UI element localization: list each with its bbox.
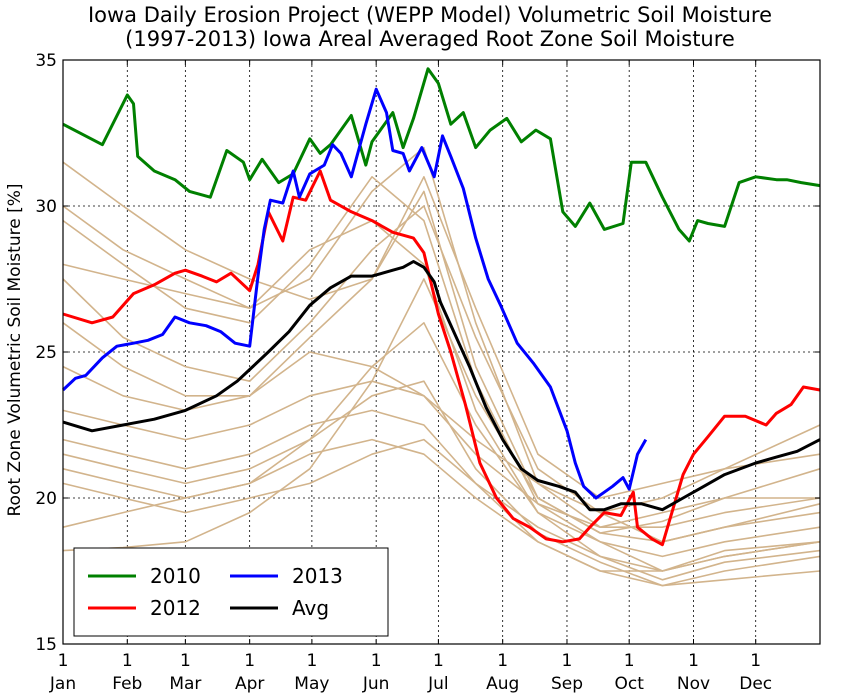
x-tick-label-month: Jun	[362, 674, 390, 694]
series-line-2012	[62, 169, 821, 547]
chart-title-line-1: Iowa Daily Erosion Project (WEPP Model) …	[88, 3, 772, 27]
other-year-line	[62, 161, 821, 534]
x-tick-label-month: Feb	[112, 674, 142, 694]
x-tick-label-day: 1	[306, 651, 317, 671]
x-tick-label-month: Aug	[486, 674, 519, 694]
x-tick-label-month: Mar	[169, 674, 201, 694]
legend-label-2010: 2010	[150, 564, 201, 588]
other-year-line	[62, 176, 821, 499]
other-year-line	[62, 380, 821, 528]
y-tick-label: 35	[35, 51, 57, 71]
x-tick-label-month: May	[294, 674, 329, 694]
y-tick-label: 20	[35, 489, 57, 509]
other-year-line	[62, 219, 821, 581]
legend-box	[73, 547, 389, 637]
x-tick-label-day: 1	[624, 651, 635, 671]
x-tick-label-month: Oct	[614, 674, 644, 694]
other-year-line	[62, 322, 821, 558]
x-tick-label-day: 1	[497, 651, 508, 671]
x-tick-label-month: Nov	[677, 674, 710, 694]
y-tick-label: 30	[35, 197, 57, 217]
chart-title-line-2: (1997-2013) Iowa Areal Averaged Root Zon…	[125, 27, 735, 51]
y-axis-label: Root Zone Volumetric Soil Moisture [%]	[5, 184, 25, 517]
x-tick-label-day: 1	[180, 651, 191, 671]
legend-label-2013: 2013	[292, 564, 343, 588]
y-tick-label: 15	[35, 635, 57, 655]
x-tick-label-day: 1	[122, 651, 133, 671]
other-year-line	[62, 438, 821, 572]
y-tick-label: 25	[35, 343, 57, 363]
x-tick-label-month: Jul	[427, 674, 449, 694]
x-tick-label-month: Sep	[551, 674, 583, 694]
series-line-2013	[61, 87, 648, 500]
x-tick-label-month: Dec	[739, 674, 772, 694]
series-line-2010	[62, 67, 821, 243]
legend: 2010 2012 2013 Avg	[73, 547, 389, 637]
x-tick-label-day: 1	[371, 651, 382, 671]
x-tick-label-day: 1	[688, 651, 699, 671]
x-tick-label-day: 1	[58, 651, 69, 671]
x-tick-label-month: Apr	[235, 674, 264, 694]
x-tick-label-day: 1	[562, 651, 573, 671]
highlighted-series-lines	[61, 67, 821, 547]
other-year-line	[62, 146, 820, 528]
axis-ticks: 1 Jan 1 Feb 1 Mar 1 Apr 1 May 1 Jun 1 Jul 1 Aug 1 Sep 1 Oct…	[35, 51, 820, 694]
x-tick-label-month: Jan	[49, 674, 76, 694]
x-tick-label-day: 1	[750, 651, 761, 671]
series-line-avg	[62, 260, 821, 512]
x-tick-label-day: 1	[244, 651, 255, 671]
legend-label-2012: 2012	[150, 596, 201, 620]
x-tick-label-day: 1	[433, 651, 444, 671]
legend-label-avg: Avg	[292, 596, 329, 620]
